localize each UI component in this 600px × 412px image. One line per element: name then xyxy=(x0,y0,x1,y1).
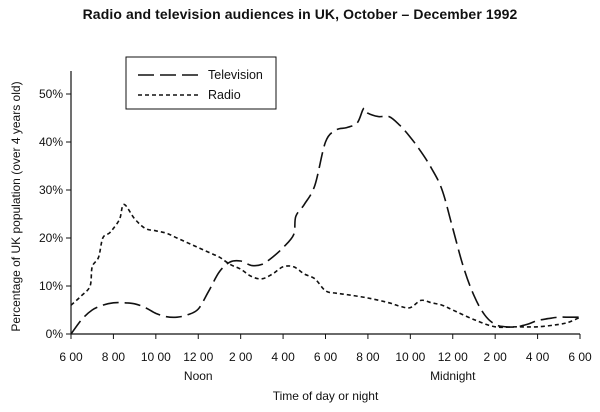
x-tick-label: 2 00 xyxy=(483,350,507,364)
x-tick-label: 12 00 xyxy=(438,350,468,364)
x-tick-label: 10 00 xyxy=(141,350,171,364)
x-axis-label: Time of day or night xyxy=(273,389,379,403)
x-tick-label: 6 00 xyxy=(59,350,83,364)
x-annotation-label: Midnight xyxy=(430,369,476,383)
series-line-television xyxy=(70,107,580,335)
y-tick-label: 20% xyxy=(39,231,63,245)
y-tick-label: 10% xyxy=(39,279,63,293)
x-tick-label: 8 00 xyxy=(356,350,380,364)
x-annotation-label: Noon xyxy=(184,369,213,383)
x-tick-label: 4 00 xyxy=(526,350,550,364)
y-tick-label: 50% xyxy=(39,87,63,101)
y-tick-label: 30% xyxy=(39,183,63,197)
x-tick-label: 2 00 xyxy=(229,350,253,364)
legend-box xyxy=(125,56,277,110)
x-tick-label: 10 00 xyxy=(395,350,425,364)
x-tick-label: 8 00 xyxy=(102,350,126,364)
chart-title: Radio and television audiences in UK, Oc… xyxy=(82,6,518,22)
y-tick-label: 40% xyxy=(39,135,63,149)
legend-label: Radio xyxy=(208,88,241,102)
y-axis-label: Percentage of UK population (over 4 year… xyxy=(9,81,23,331)
legend-label: Television xyxy=(208,68,263,82)
x-tick-label: 4 00 xyxy=(271,350,295,364)
axes xyxy=(70,71,580,335)
series-lines xyxy=(70,107,581,335)
x-tick-label: 12 00 xyxy=(183,350,213,364)
x-tick-label: 6 00 xyxy=(314,350,338,364)
tick-marks: 0% 10% 20% 30% 40% 50% 6 00 8 00 10 00 12 00 2 00 4… xyxy=(39,87,592,383)
legend: Television Radio xyxy=(125,56,277,110)
y-tick-label: 0% xyxy=(46,327,64,341)
x-tick-label: 6 00 xyxy=(568,350,592,364)
